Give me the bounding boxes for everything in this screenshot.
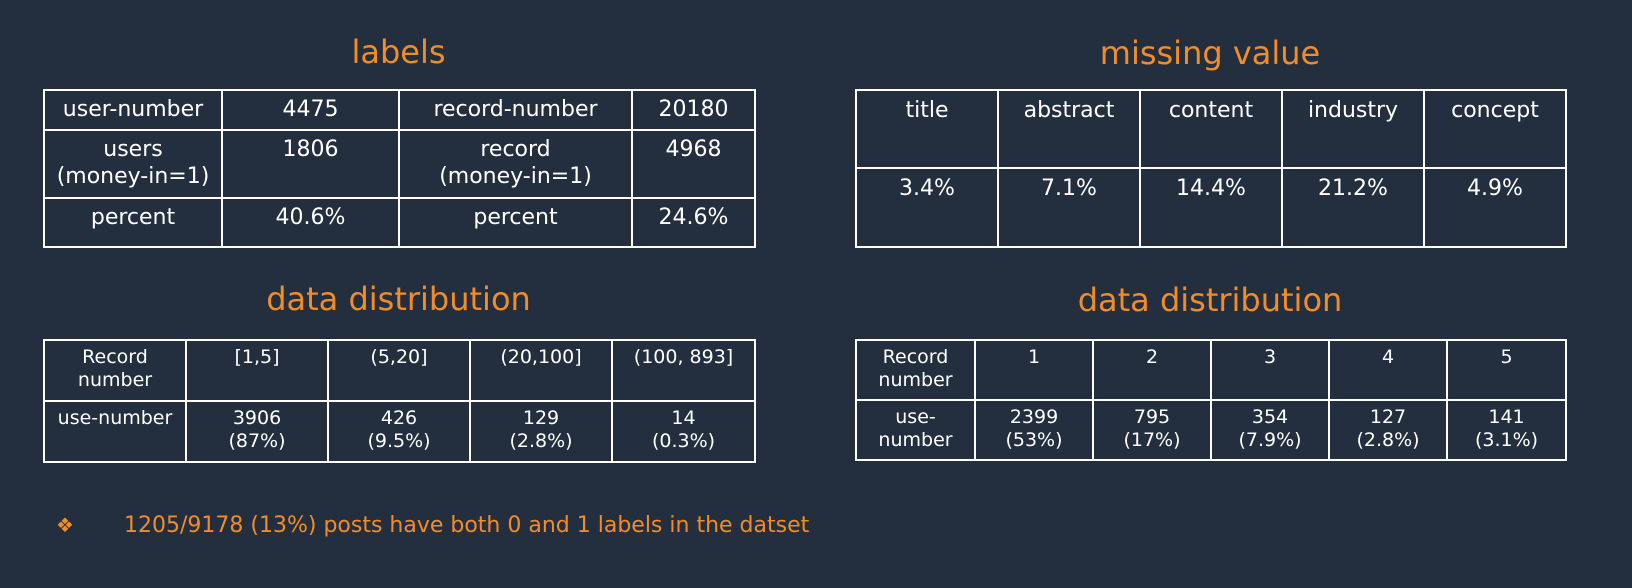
table-cell: 14 (0.3%) bbox=[611, 400, 756, 463]
missing-value-title: missing value bbox=[1099, 34, 1321, 72]
table-cell: 426 (9.5%) bbox=[327, 400, 471, 463]
table-cell: 7.1% bbox=[997, 167, 1141, 248]
table-header-cell: abstract bbox=[997, 89, 1141, 169]
table-cell: record (money-in=1) bbox=[398, 129, 633, 199]
table-cell: 354 (7.9%) bbox=[1210, 399, 1330, 461]
table-header-cell: concept bbox=[1423, 89, 1567, 169]
table-cell: use- number bbox=[855, 399, 976, 461]
table-cell: [1,5] bbox=[185, 339, 329, 402]
table-header-cell: industry bbox=[1281, 89, 1425, 169]
table-cell: 3 bbox=[1210, 339, 1330, 401]
note-bullet: ❖ 1205/9178 (13%) posts have both 0 and 1… bbox=[56, 510, 809, 540]
diamond-bullet-icon: ❖ bbox=[56, 513, 74, 537]
table-cell: (20,100] bbox=[469, 339, 613, 402]
table-cell: 129 (2.8%) bbox=[469, 400, 613, 463]
table-cell: users (money-in=1) bbox=[43, 129, 223, 199]
table-cell: 3.4% bbox=[855, 167, 999, 248]
table-cell: use-number bbox=[43, 400, 187, 463]
table-header-cell: content bbox=[1139, 89, 1283, 169]
table-cell: 1806 bbox=[221, 129, 400, 199]
table-cell: percent bbox=[43, 197, 223, 248]
data-distribution-right-table: Record number 1 2 3 4 5 use- number 2399… bbox=[855, 339, 1567, 461]
table-cell: 1 bbox=[974, 339, 1094, 401]
table-cell: percent bbox=[398, 197, 633, 248]
table-cell: 3906 (87%) bbox=[185, 400, 329, 463]
table-cell: 40.6% bbox=[221, 197, 400, 248]
table-header-cell: title bbox=[855, 89, 999, 169]
table-cell: 14.4% bbox=[1139, 167, 1283, 248]
data-distribution-right-title: data distribution bbox=[1077, 281, 1343, 319]
table-cell: record-number bbox=[398, 89, 633, 131]
labels-title: labels bbox=[351, 33, 446, 71]
data-distribution-left-title: data distribution bbox=[266, 280, 531, 318]
note-text: 1205/9178 (13%) posts have both 0 and 1 … bbox=[124, 513, 810, 538]
table-cell: 24.6% bbox=[631, 197, 756, 248]
table-cell: 5 bbox=[1446, 339, 1567, 401]
data-distribution-left-table: Record number [1,5] (5,20] (20,100] (100… bbox=[43, 339, 756, 463]
table-cell: 4 bbox=[1328, 339, 1448, 401]
table-cell: 4968 bbox=[631, 129, 756, 199]
table-cell: 795 (17%) bbox=[1092, 399, 1212, 461]
table-cell: Record number bbox=[43, 339, 187, 402]
table-cell: user-number bbox=[43, 89, 223, 131]
table-cell: 4.9% bbox=[1423, 167, 1567, 248]
table-cell: Record number bbox=[855, 339, 976, 401]
table-cell: (100, 893] bbox=[611, 339, 756, 402]
table-cell: (5,20] bbox=[327, 339, 471, 402]
table-cell: 127 (2.8%) bbox=[1328, 399, 1448, 461]
table-cell: 2 bbox=[1092, 339, 1212, 401]
table-cell: 4475 bbox=[221, 89, 400, 131]
table-cell: 141 (3.1%) bbox=[1446, 399, 1567, 461]
labels-table: user-number 4475 record-number 20180 use… bbox=[43, 89, 756, 248]
missing-value-table: title abstract content industry concept … bbox=[855, 89, 1567, 248]
table-cell: 20180 bbox=[631, 89, 756, 131]
table-cell: 21.2% bbox=[1281, 167, 1425, 248]
table-cell: 2399 (53%) bbox=[974, 399, 1094, 461]
